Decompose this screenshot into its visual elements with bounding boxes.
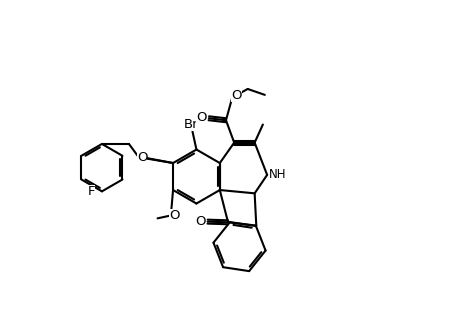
Text: O: O	[231, 89, 242, 102]
Text: O: O	[169, 208, 179, 221]
Text: F: F	[88, 185, 95, 198]
Text: O: O	[195, 215, 206, 228]
Text: NH: NH	[269, 168, 286, 181]
Text: O: O	[137, 151, 147, 164]
Text: Br: Br	[183, 118, 198, 131]
Text: O: O	[196, 111, 207, 124]
